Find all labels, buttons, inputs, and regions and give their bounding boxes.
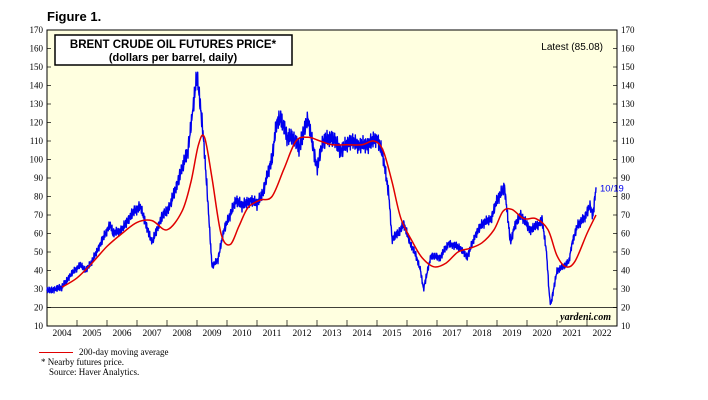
y-tick-label-left: 90 [34, 173, 44, 183]
x-tick-label: 2021 [563, 329, 582, 339]
y-tick-label-right: 20 [621, 303, 631, 313]
x-tick-label: 2018 [473, 329, 492, 339]
x-axis: 2004 2005 2006 2007 2008 2009 2010 2011 2012 2013… [53, 320, 618, 339]
x-tick-label: 2013 [323, 329, 342, 339]
y-tick-label-left: 30 [34, 284, 44, 294]
y-tick-label-right: 130 [621, 99, 635, 109]
series-group [46, 71, 597, 306]
y-tick-label-left: 60 [34, 229, 44, 239]
y-tick-label-left: 140 [30, 81, 44, 91]
footnote: * Nearby futures price. [41, 357, 124, 367]
series-line-moving-average [61, 134, 597, 288]
figure-label: Figure 1. [47, 9, 102, 24]
y-axis-right: 10 20 30 40 50 60 70 80 90 100 110 120 130 140 150 160 1… [613, 25, 635, 331]
y-tick-label-left: 70 [34, 210, 44, 220]
plot-area [46, 29, 618, 327]
y-tick-label-left: 150 [30, 62, 44, 72]
watermark: yardeni.com [559, 312, 611, 323]
x-tick-label: 2007 [143, 329, 162, 339]
y-tick-label-right: 30 [621, 284, 631, 294]
x-tick-label: 2017 [443, 329, 462, 339]
y-tick-label-right: 150 [621, 62, 635, 72]
x-tick-label: 2011 [263, 329, 282, 339]
y-tick-label-left: 10 [34, 321, 44, 331]
x-tick-label: 2020 [533, 329, 552, 339]
y-tick-label-left: 20 [34, 303, 44, 313]
y-tick-label-left: 40 [34, 266, 44, 276]
y-tick-label-left: 160 [30, 44, 44, 54]
y-tick-label-left: 170 [30, 25, 44, 35]
legend-label: 200-day moving average [79, 347, 169, 357]
x-tick-label: 2019 [503, 329, 522, 339]
y-tick-label-left: 100 [30, 155, 44, 165]
x-tick-label: 2004 [53, 329, 72, 339]
y-tick-label-right: 140 [621, 81, 635, 91]
x-tick-label: 2015 [383, 329, 402, 339]
y-tick-label-right: 40 [621, 266, 631, 276]
x-tick-label: 2008 [173, 329, 192, 339]
y-tick-label-right: 50 [621, 247, 631, 257]
x-tick-label: 2014 [353, 329, 372, 339]
x-tick-label: 2012 [293, 329, 312, 339]
footer: 200-day moving average * Nearby futures … [39, 347, 168, 377]
end-date-label: 10/19 [600, 183, 624, 194]
y-tick-label-left: 120 [30, 118, 44, 128]
x-tick-label: 2010 [233, 329, 252, 339]
y-tick-label-right: 80 [621, 192, 631, 202]
y-tick-label-right: 10 [621, 321, 631, 331]
x-tick-label: 2022 [593, 329, 612, 339]
y-tick-label-left: 110 [30, 136, 44, 146]
series-line-brent [46, 71, 597, 306]
x-tick-label: 2006 [113, 329, 132, 339]
y-tick-label-left: 80 [34, 192, 44, 202]
chart: 10 20 30 40 50 60 70 80 90 100 110 120 130 140 150 160 1… [30, 25, 636, 339]
y-tick-label-left: 130 [30, 99, 44, 109]
chart-title: BRENT CRUDE OIL FUTURES PRICE* [70, 39, 277, 51]
title-box [54, 34, 293, 66]
x-tick-label: 2016 [413, 329, 432, 339]
y-axis-left: 10 20 30 40 50 60 70 80 90 100 110 120 130 140 150 160 1… [30, 25, 51, 331]
y-tick-label-right: 70 [621, 210, 631, 220]
y-tick-label-right: 90 [621, 173, 631, 183]
y-tick-label-left: 50 [34, 247, 44, 257]
legend: 200-day moving average [39, 347, 168, 357]
chart-subtitle: (dollars per barrel, daily) [109, 52, 238, 64]
legend-swatch-red [39, 351, 73, 353]
y-tick-label-right: 120 [621, 118, 635, 128]
source-note: Source: Haver Analytics. [49, 367, 140, 377]
y-tick-label-right: 160 [621, 44, 635, 54]
y-tick-label-right: 170 [621, 25, 635, 35]
x-tick-label: 2005 [83, 329, 102, 339]
y-tick-label-right: 110 [621, 136, 635, 146]
y-tick-label-right: 100 [621, 155, 635, 165]
latest-label: Latest (85.08) [541, 42, 603, 53]
x-tick-label: 2009 [203, 329, 222, 339]
y-tick-label-right: 60 [621, 229, 631, 239]
